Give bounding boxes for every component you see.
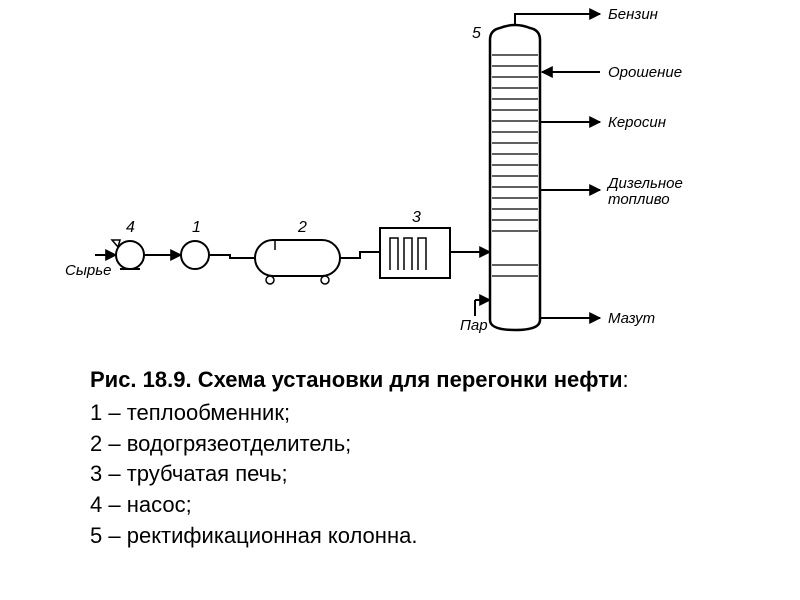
distillation-diagram: Сырье 4 1 2: [0, 0, 800, 350]
furnace: 3: [380, 209, 450, 278]
feed-label: Сырье: [65, 262, 111, 279]
steam-inlet: Пар: [460, 300, 490, 334]
legend-item: 2 – водогрязеотделитель;: [90, 429, 710, 460]
column-id: 5: [472, 25, 481, 42]
svg-text:Орошение: Орошение: [608, 64, 682, 81]
figure-caption: Рис. 18.9. Схема установки для перегонки…: [90, 365, 710, 552]
diagram-svg: Сырье 4 1 2: [0, 0, 800, 350]
heat-exchanger: 1: [181, 219, 209, 269]
legend-item: 5 – ректификационная колонна.: [90, 521, 710, 552]
sep-to-furnace: [340, 252, 380, 258]
output-kerosene: Керосин: [540, 114, 666, 131]
caption-title: Рис. 18.9. Схема установки для перегонки…: [90, 365, 710, 396]
output-diesel: Дизельное топливо: [540, 175, 687, 208]
hx-id: 1: [192, 219, 201, 236]
svg-text:Бензин: Бензин: [608, 6, 658, 23]
pump-id: 4: [126, 219, 135, 236]
svg-text:Дизельное топливо: Дизельное топливо: [606, 175, 687, 208]
legend-item: 4 – насос;: [90, 490, 710, 521]
figure-title: Схема установки для перегонки нефти: [198, 367, 623, 392]
input-reflux: Орошение: [542, 64, 682, 81]
output-mazut: Мазут: [540, 310, 655, 327]
hx-to-sep: [209, 255, 255, 258]
legend-item: 1 – теплообменник;: [90, 398, 710, 429]
svg-text:Мазут: Мазут: [608, 310, 655, 327]
furnace-id: 3: [412, 209, 421, 226]
output-benzin: Бензин: [515, 6, 658, 25]
figure-ref: Рис. 18.9.: [90, 367, 192, 392]
pump: 4: [112, 219, 144, 269]
column: 5: [472, 25, 540, 330]
separator: 2: [255, 219, 340, 284]
legend-item: 3 – трубчатая печь;: [90, 459, 710, 490]
svg-text:Керосин: Керосин: [608, 114, 666, 131]
svg-text:Пар: Пар: [460, 317, 488, 334]
legend-list: 1 – теплообменник; 2 – водогрязеотделите…: [90, 398, 710, 552]
sep-id: 2: [297, 219, 307, 236]
